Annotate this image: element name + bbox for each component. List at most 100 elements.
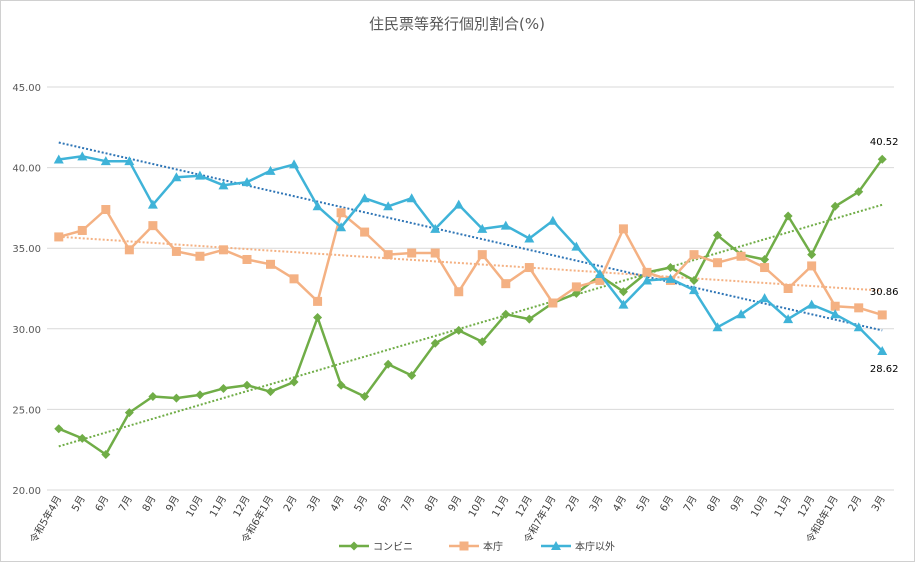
y-tick-label: 35.00 (12, 244, 41, 255)
data-point (736, 251, 746, 261)
data-point (77, 225, 87, 235)
y-tick-label: 45.00 (12, 83, 41, 94)
data-point (454, 287, 464, 297)
data-point (689, 250, 699, 260)
x-tick-label: 令和5年4月 (27, 493, 65, 545)
data-point (101, 450, 111, 460)
chart-title: 住民票等発行個別割合(%) (369, 15, 545, 33)
data-point (407, 371, 417, 381)
x-tick-label: 8月 (140, 494, 159, 514)
x-tick-label: 11月 (772, 494, 794, 520)
x-tick-label: 12月 (231, 494, 253, 520)
data-point (524, 263, 534, 273)
x-tick-label: 6月 (375, 494, 394, 514)
x-tick-label: 7月 (116, 494, 135, 514)
data-point (618, 287, 628, 297)
series-line (58, 208, 883, 317)
data-point (289, 159, 300, 169)
data-point (124, 408, 134, 418)
data-point (595, 275, 605, 285)
x-tick-label: 2月 (846, 494, 865, 514)
data-point (218, 383, 228, 393)
x-tick-label: 4月 (328, 494, 347, 514)
x-tick-label: 7月 (681, 494, 700, 514)
data-point (760, 263, 770, 273)
data-point (289, 377, 299, 387)
data-point (760, 254, 770, 264)
data-point (265, 165, 276, 175)
data-point (406, 193, 417, 203)
trendline (58, 235, 883, 292)
data-point (477, 250, 487, 260)
data-point (571, 282, 581, 292)
data-point (736, 309, 747, 319)
data-point (641, 275, 652, 285)
data-point (853, 322, 864, 332)
gridlines (47, 86, 894, 491)
data-point (312, 201, 323, 211)
data-point (854, 303, 864, 313)
data-point (195, 251, 205, 261)
x-tick-label: 8月 (705, 494, 724, 514)
data-point (54, 232, 64, 242)
data-point (147, 199, 158, 209)
data-point (665, 273, 676, 283)
x-tick-label: 2月 (281, 494, 300, 514)
data-label: 28.62 (870, 364, 899, 375)
data-point (124, 156, 135, 166)
data-point (807, 261, 817, 271)
data-point (551, 541, 561, 550)
legend-item: 本庁以外 (541, 540, 615, 553)
data-point (459, 541, 469, 551)
trendline (58, 141, 883, 332)
data-point (713, 258, 723, 268)
data-point (430, 248, 440, 258)
data-point (383, 201, 394, 211)
data-point (571, 241, 582, 251)
data-point (713, 230, 723, 240)
data-point (218, 245, 228, 255)
x-tick-label: 10月 (748, 494, 770, 520)
data-point (313, 313, 323, 323)
series (53, 151, 888, 356)
series (54, 154, 887, 460)
x-tick-label: 9月 (728, 494, 747, 514)
data-point (313, 296, 323, 306)
data-point (524, 233, 535, 243)
data-point (807, 250, 817, 260)
x-tick-label: 5月 (69, 494, 88, 514)
data-point (53, 154, 64, 164)
data-point (477, 337, 487, 347)
y-tick-label: 40.00 (12, 164, 41, 175)
data-point (54, 424, 64, 434)
data-point (171, 172, 182, 182)
data-point (689, 285, 700, 295)
x-tick-label: 12月 (795, 494, 817, 520)
trendlines (58, 141, 883, 448)
data-point (100, 156, 111, 166)
data-point (360, 392, 370, 402)
data-point (500, 220, 511, 230)
data-point (877, 346, 888, 356)
x-tick-label: 11月 (207, 494, 229, 520)
x-tick-label: 9月 (446, 494, 465, 514)
x-tick-label: 11月 (490, 493, 512, 519)
data-point (618, 299, 629, 309)
x-tick-label: 8月 (422, 494, 441, 514)
data-label: 40.52 (870, 137, 899, 148)
data-point (712, 322, 723, 332)
data-point (548, 298, 558, 308)
data-point (830, 201, 840, 211)
data-point (383, 250, 393, 260)
data-point (454, 325, 464, 335)
data-point (349, 541, 359, 551)
data-point (171, 246, 181, 256)
data-point (524, 314, 534, 324)
data-point (642, 267, 652, 277)
data-point (148, 392, 158, 402)
trendline (58, 203, 883, 448)
data-point (336, 222, 347, 232)
data-point (618, 224, 628, 234)
